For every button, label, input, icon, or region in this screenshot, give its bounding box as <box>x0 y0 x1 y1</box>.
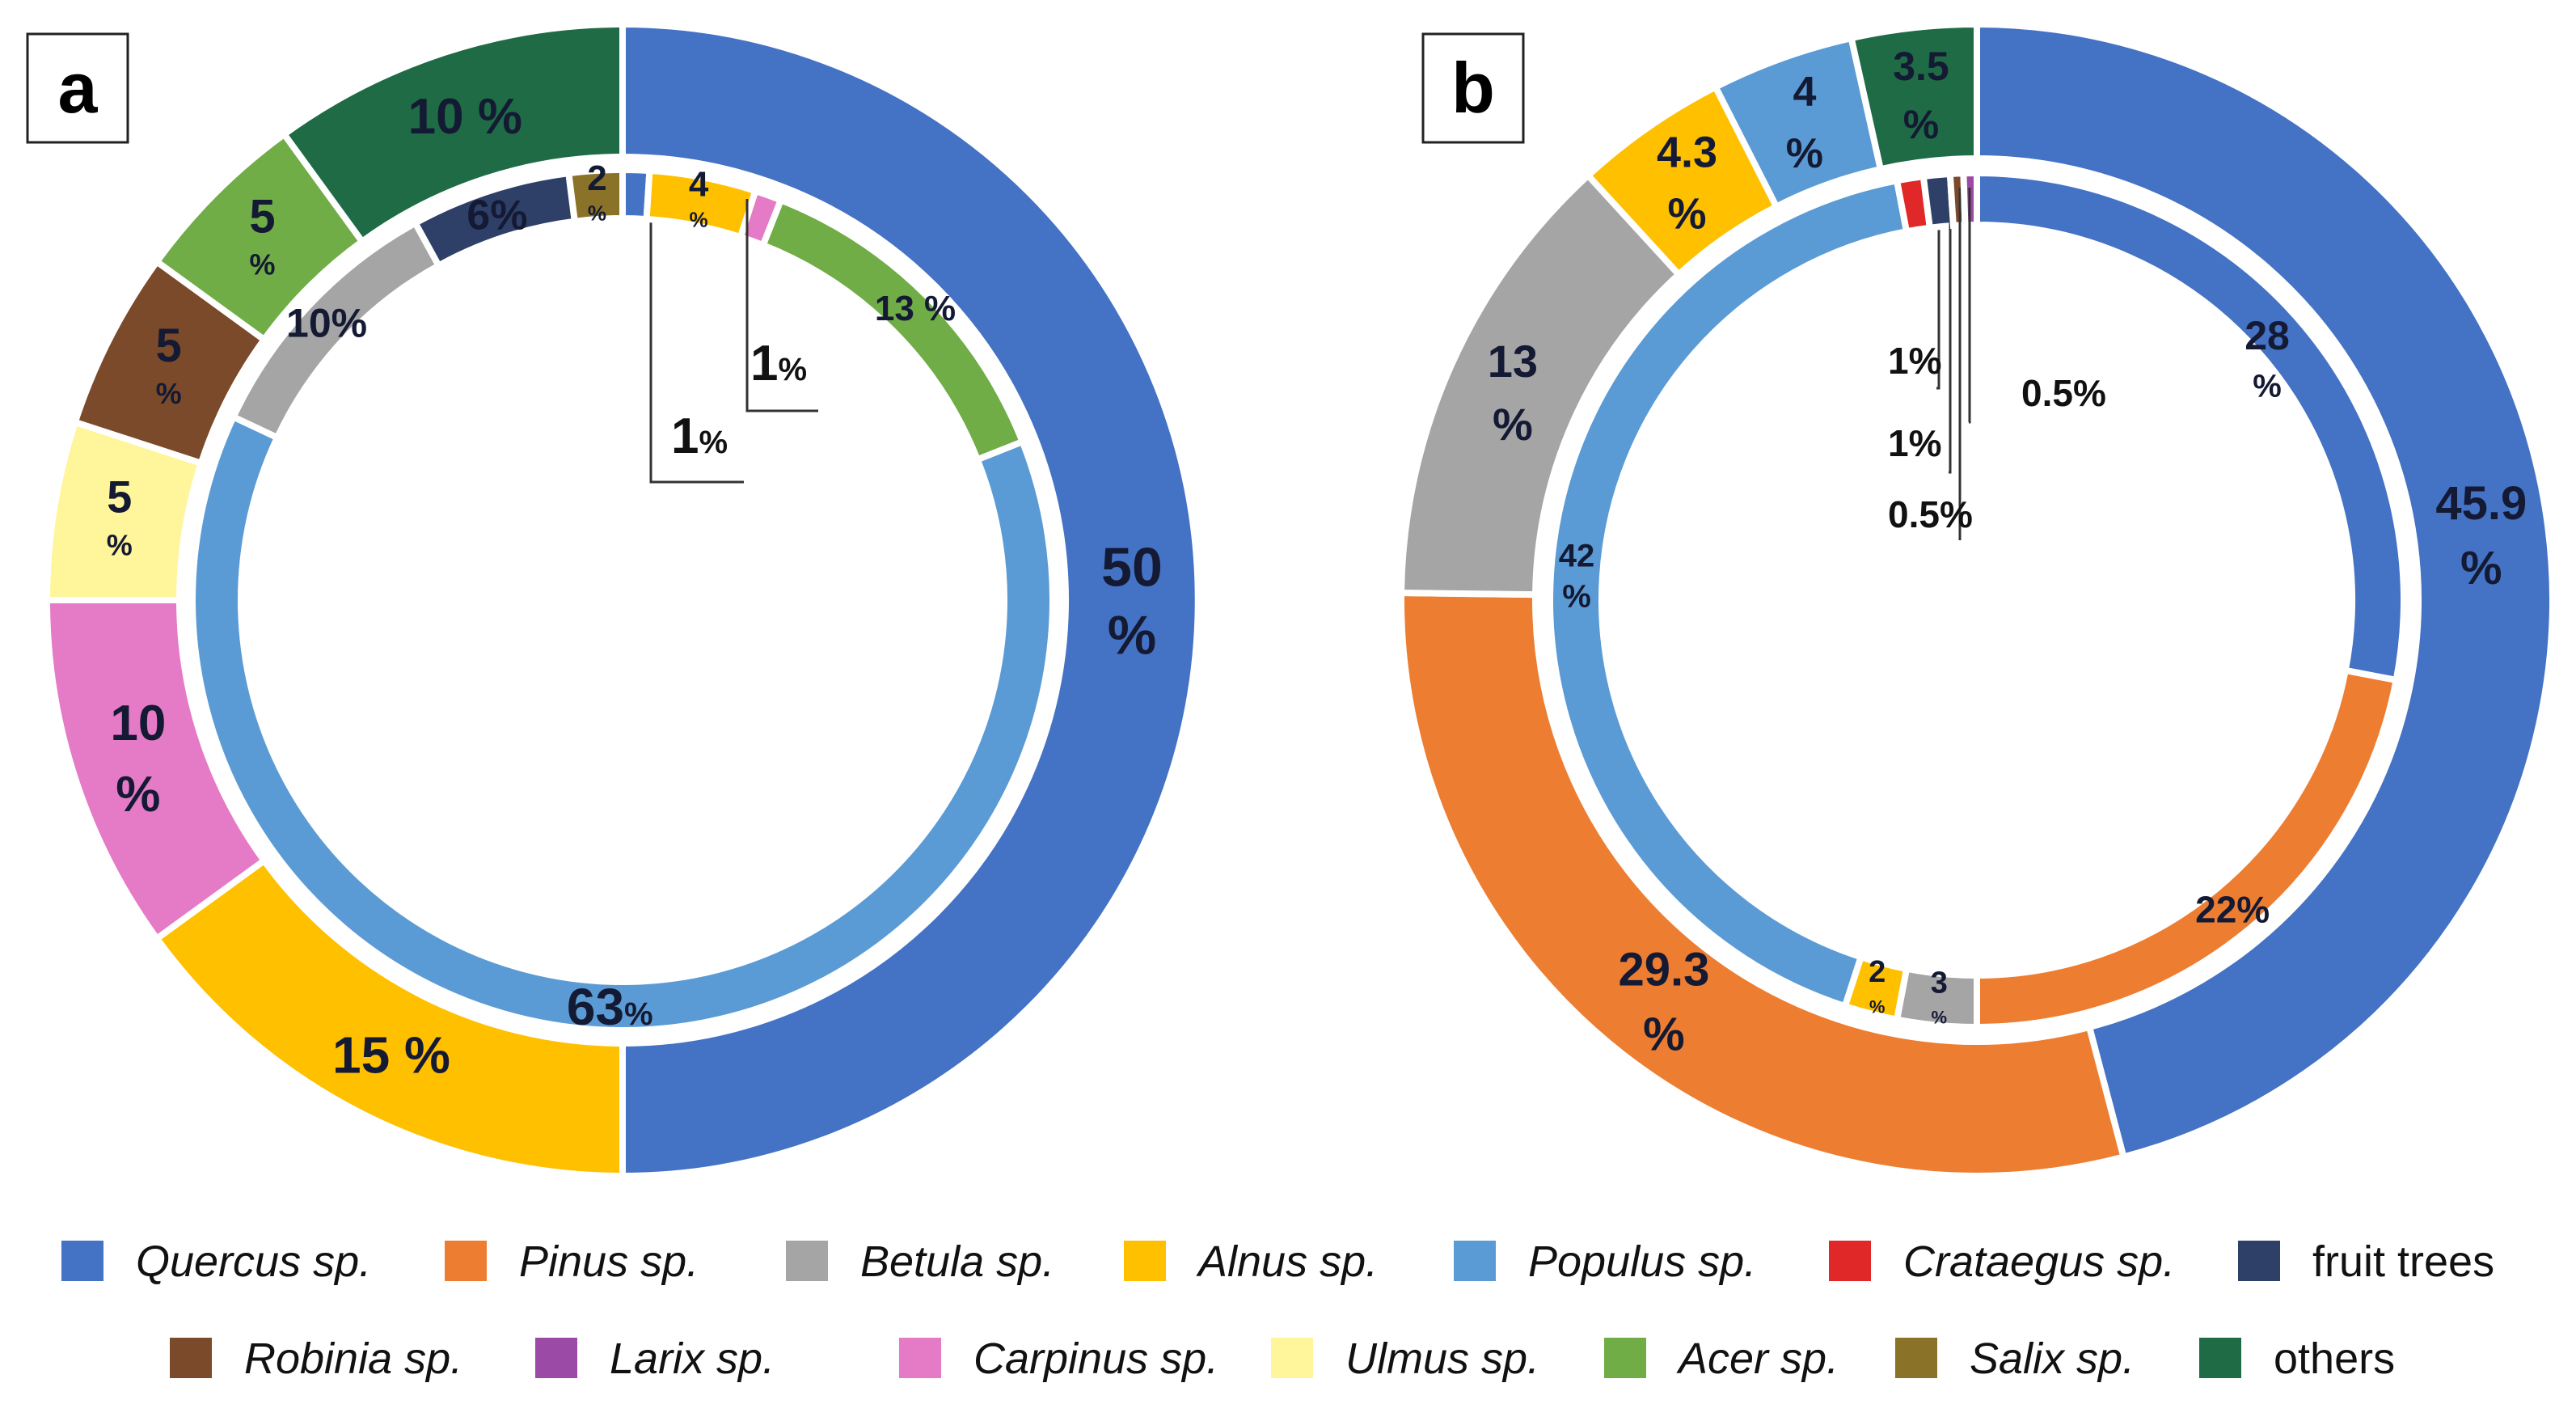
panel-b-inner-leader-fruit <box>1949 188 1952 474</box>
panel-a-outer-label-carpinus-unit: % <box>116 767 160 823</box>
legend-swatch-fruit <box>2238 1241 2280 1281</box>
panel-b-outer-label-alnus: 4.3 <box>1657 129 1717 177</box>
legend-label-crataegus: Crataegus sp. <box>1903 1237 2175 1286</box>
panel-a-inner-label-salix-unit: % <box>588 201 606 225</box>
legend-swatch-crataegus <box>1829 1241 1871 1281</box>
panel-b-inner-label-pinus: 22% <box>2195 889 2270 931</box>
legend-swatch-robinia <box>170 1338 212 1378</box>
panel-a: 50% 15 % 10% 5% 5% 5% 10 % 1% 4% 1% 13 % 63% 10% 6% 2%… <box>26 20 1201 1180</box>
legend-swatch-salix <box>1895 1338 1937 1378</box>
panel-b-inner-label-robinia: 0.5% <box>1888 493 1973 535</box>
panel-b-inner-label-betula: 3 <box>1931 966 1948 1000</box>
panel-a-outer-label-robinia-unit: % <box>156 377 182 410</box>
legend-label-alnus: Alnus sp. <box>1196 1237 1378 1286</box>
legend-label-larix: Larix sp. <box>610 1334 775 1383</box>
panel-b-outer-slice-quercus <box>1974 20 2556 1161</box>
panel-b-inner-label-alnus: 2 <box>1869 955 1886 989</box>
panel-b-outer-label-alnus-unit: % <box>1668 190 1707 239</box>
legend-swatch-pinus <box>445 1241 487 1281</box>
panel-a-outer-label-robinia: 5 <box>156 319 182 372</box>
panel-b-outer-label-betula: 13 <box>1488 336 1538 387</box>
legend-label-others: others <box>2274 1334 2395 1383</box>
panel-a-outer-slice-others <box>279 20 626 247</box>
panel-b-outer-label-populus-unit: % <box>1786 130 1823 177</box>
legend-label-populus: Populus sp. <box>1528 1237 1756 1286</box>
panel-b-outer-label-populus: 4 <box>1793 69 1816 116</box>
panel-a-inner-label-alnus-unit: % <box>690 207 708 231</box>
panel-b-outer-label-quercus: 45.9 <box>2435 477 2527 530</box>
panel-a-inner-label-acer: 13 % <box>875 289 956 328</box>
legend-label-ulmus: Ulmus sp. <box>1345 1334 1539 1383</box>
panel-a-outer-label-acer: 5 <box>249 190 275 243</box>
legend-swatch-alnus <box>1124 1241 1166 1281</box>
panel-b-outer-label-others-unit: % <box>1903 102 1939 147</box>
panel-a-outer-label-quercus-unit: % <box>1108 604 1156 666</box>
panel-b-outer-label-pinus-unit: % <box>1643 1009 1685 1061</box>
panel-a-inner-label-alnus: 4 <box>689 165 709 205</box>
panel-a-inner-label-salix: 2 <box>587 159 606 198</box>
legend: Quercus sp. Pinus sp. Betula sp. Alnus sp. P… <box>61 1237 2494 1383</box>
legend-swatch-populus <box>1454 1241 1496 1281</box>
panel-a-outer-label-ulmus-unit: % <box>107 528 133 561</box>
legend-swatch-others <box>2199 1338 2241 1378</box>
panel-a-inner-label-betula: 10% <box>286 300 367 345</box>
panel-a-outer-label-carpinus: 10 <box>110 696 166 751</box>
panel-b: 45.9% 29.3% 13% 4.3% 4% 3.5% 28% 22% 3% 2% 42% 1% 1%… <box>1398 20 2556 1179</box>
panel-a-outer-label-quercus: 50 <box>1101 536 1163 598</box>
legend-label-robinia: Robinia sp. <box>244 1334 462 1383</box>
legend-swatch-acer <box>1604 1338 1646 1378</box>
panel-b-outer-slice-pinus <box>1398 590 2128 1179</box>
legend-swatch-carpinus <box>899 1338 941 1378</box>
legend-swatch-larix <box>535 1338 577 1378</box>
legend-label-quercus: Quercus sp. <box>136 1237 371 1286</box>
panel-b-outer-slice-others <box>1847 20 1980 173</box>
panel-b-inner-label-quercus: 28 <box>2244 313 2290 358</box>
panel-b-outer-label-quercus-unit: % <box>2460 542 2502 594</box>
panel-b-outer-label-betula-unit: % <box>1493 399 1533 450</box>
panel-b-inner-leader-crataegus <box>1936 188 1940 390</box>
panel-a-inner-label-populus: 63% <box>567 978 653 1036</box>
legend-swatch-betula <box>786 1241 828 1281</box>
panel-a-inner-leader-carpinus <box>745 199 818 412</box>
panel-b-outer-label-pinus: 29.3 <box>1618 944 1709 996</box>
panel-a-outer-label-alnus: 15 % <box>332 1026 450 1084</box>
panel-a-outer-label-ulmus: 5 <box>107 472 132 522</box>
panel-a-inner-slice-populus <box>189 412 1056 1034</box>
panel-a-label: a <box>58 48 99 128</box>
legend-swatch-ulmus <box>1271 1338 1313 1378</box>
legend-label-acer: Acer sp. <box>1676 1334 1839 1383</box>
panel-b-inner-label-betula-unit: % <box>1932 1008 1948 1028</box>
panel-a-outer-slice-quercus <box>619 20 1201 1180</box>
legend-swatch-quercus <box>61 1241 103 1281</box>
panel-b-inner-label-crataegus: 1% <box>1888 340 1941 382</box>
panel-b-inner-label-alnus-unit: % <box>1869 996 1886 1017</box>
legend-label-carpinus: Carpinus sp. <box>973 1334 1218 1383</box>
legend-label-pinus: Pinus sp. <box>519 1237 699 1286</box>
panel-b-outer-label-others: 3.5 <box>1893 44 1949 89</box>
panel-a-outer-label-others: 10 % <box>408 89 522 145</box>
legend-label-salix: Salix sp. <box>1970 1334 2135 1383</box>
panel-b-inner-label-populus: 42 <box>1559 538 1595 573</box>
panel-b-inner-label-larix: 0.5% <box>2021 372 2106 414</box>
panel-a-outer-label-acer-unit: % <box>250 247 276 281</box>
legend-label-betula: Betula sp. <box>860 1237 1054 1286</box>
panel-a-label-box <box>26 32 129 144</box>
panel-b-label: b <box>1451 48 1495 128</box>
panel-b-inner-label-fruit: 1% <box>1888 422 1941 464</box>
panel-b-inner-label-quercus-unit: % <box>2253 368 2282 404</box>
legend-label-fruit: fruit trees <box>2312 1237 2494 1286</box>
panel-a-inner-leader-quercus <box>649 184 744 484</box>
panel-b-inner-label-populus-unit: % <box>1562 578 1591 614</box>
panel-b-label-box <box>1421 32 1525 144</box>
panel-a-inner-label-carpinus: 1% <box>750 336 807 391</box>
panel-a-inner-slice-salix <box>564 166 626 226</box>
panel-a-inner-label-quercus: 1% <box>671 408 728 464</box>
panel-b-inner-leader-larix <box>1968 188 1971 424</box>
panel-a-inner-label-fruit: 6% <box>467 192 527 239</box>
